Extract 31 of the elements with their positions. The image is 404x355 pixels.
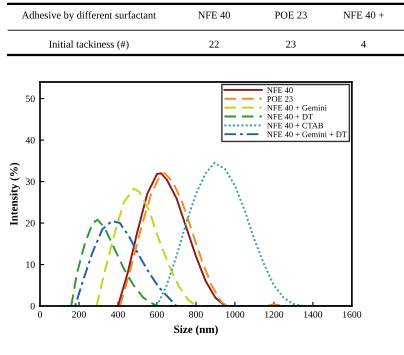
- legend-label: NFE 40 + CTAB: [267, 122, 324, 128]
- x-tick-label: 600: [150, 311, 164, 318]
- text: Initial tackiness (#): [49, 40, 129, 50]
- x-tick-label: 0: [38, 311, 42, 318]
- legend-label: NFE 40 + DT: [267, 114, 313, 120]
- x-tick-label: 1600: [343, 311, 362, 318]
- x-axis-title: Size (nm): [174, 325, 218, 336]
- y-tick-label: 50: [26, 96, 35, 102]
- text: POE 23: [274, 12, 307, 19]
- text: 4: [361, 40, 366, 48]
- legend-label: NFE 40 + Gemini + DT: [267, 132, 347, 138]
- x-tick-label: 800: [189, 311, 203, 318]
- x-tick-label: 200: [72, 311, 86, 318]
- text: 23: [286, 40, 296, 48]
- y-tick-label: 30: [26, 178, 35, 186]
- x-tick-label: 1400: [304, 311, 322, 318]
- x-tick-label: 1000: [226, 311, 244, 318]
- y-tick-label: 40: [26, 136, 35, 144]
- text: 22: [209, 40, 219, 48]
- y-tick-label: 20: [26, 220, 35, 227]
- legend-label: NFE 40: [267, 87, 293, 93]
- text: Adhesive by different surfactant: [22, 11, 156, 21]
- x-tick-label: 1200: [265, 311, 284, 318]
- y-tick-label: 0: [30, 302, 35, 310]
- text: NFE 40 +: [343, 12, 384, 19]
- y-tick-label: 10: [26, 261, 35, 268]
- legend-label: NFE 40 + Gemini: [267, 105, 327, 111]
- legend-label: POE 23: [267, 96, 293, 102]
- y-axis-title: Intensity (%): [10, 162, 20, 226]
- text: NFE 40: [198, 12, 230, 19]
- x-tick-label: 400: [110, 311, 125, 318]
